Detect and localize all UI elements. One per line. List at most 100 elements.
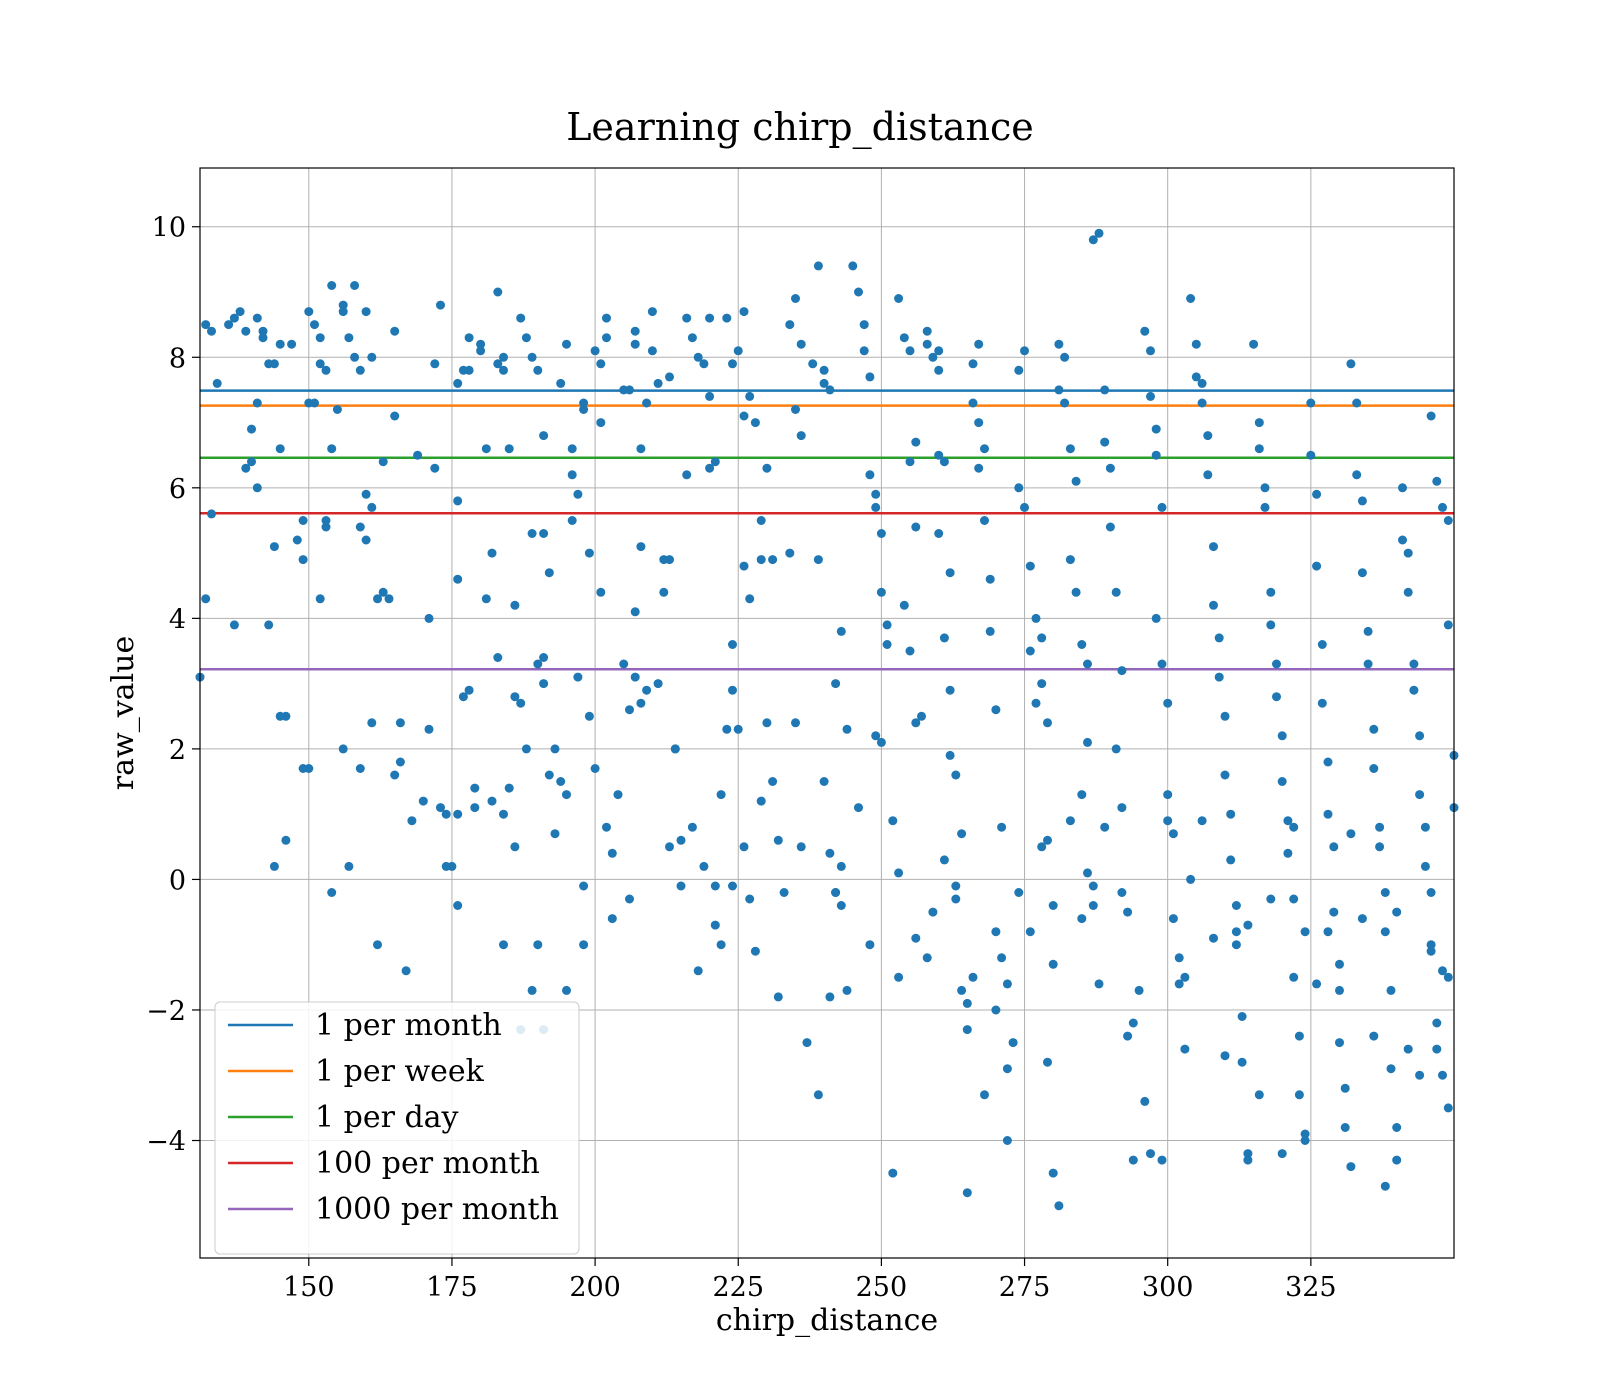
data-point <box>1100 385 1110 395</box>
data-point <box>1403 1044 1413 1054</box>
legend-label: 1 per week <box>315 1054 485 1089</box>
data-point <box>1186 874 1196 884</box>
data-point <box>636 698 646 708</box>
data-point <box>344 861 354 871</box>
data-point <box>539 653 549 662</box>
data-point <box>321 522 331 532</box>
data-point <box>1025 646 1035 656</box>
data-point <box>1134 985 1144 995</box>
data-point <box>355 365 365 375</box>
data-point <box>630 326 640 336</box>
data-point <box>1380 927 1390 937</box>
data-point <box>670 744 680 754</box>
data-point <box>350 281 360 290</box>
data-point <box>481 444 491 454</box>
data-point <box>705 463 715 473</box>
data-point <box>247 457 256 467</box>
data-point <box>630 672 640 682</box>
data-point <box>590 764 600 773</box>
data-point <box>579 405 589 414</box>
data-point <box>499 809 508 819</box>
data-point <box>229 620 239 630</box>
data-point <box>813 261 823 271</box>
data-point <box>453 574 463 584</box>
data-point <box>665 842 674 852</box>
data-point <box>1020 346 1029 356</box>
data-point <box>1140 1096 1150 1106</box>
data-point <box>338 744 348 754</box>
data-point <box>258 333 268 343</box>
x-tick-label: 275 <box>999 1272 1051 1303</box>
data-point <box>1157 502 1167 512</box>
data-point <box>756 555 766 565</box>
data-point <box>739 307 749 317</box>
data-point <box>1168 829 1178 839</box>
data-point <box>825 848 835 858</box>
data-point <box>1392 1155 1402 1165</box>
data-point <box>207 509 216 519</box>
data-point <box>951 770 961 780</box>
data-point <box>321 365 331 375</box>
data-point <box>596 359 606 369</box>
data-point <box>894 868 904 878</box>
data-point <box>1272 692 1281 702</box>
data-point <box>453 809 463 819</box>
data-point <box>1300 1129 1310 1139</box>
data-point <box>275 339 285 349</box>
data-point <box>687 333 697 343</box>
data-point <box>1008 1038 1018 1048</box>
data-point <box>819 378 829 388</box>
data-point <box>1060 352 1070 362</box>
data-point <box>796 842 806 852</box>
data-point <box>338 307 348 317</box>
data-point <box>607 914 617 924</box>
data-point <box>1214 672 1224 682</box>
data-point <box>676 835 686 845</box>
data-point <box>430 463 440 473</box>
data-point <box>1174 953 1184 963</box>
data-point <box>1168 914 1178 924</box>
data-point <box>1375 822 1385 832</box>
data-point <box>659 587 669 597</box>
data-point <box>395 718 405 728</box>
data-point <box>1083 868 1092 878</box>
data-point <box>1231 927 1241 937</box>
x-axis-ticks: 150 175 200 225 250 275 300 325 <box>283 1258 1337 1303</box>
data-point <box>1266 894 1276 904</box>
data-point <box>1060 398 1070 408</box>
data-point <box>287 339 297 349</box>
data-point <box>1409 685 1419 695</box>
data-point <box>1300 1136 1310 1145</box>
data-point <box>1037 842 1047 852</box>
data-point <box>258 326 268 336</box>
data-point <box>1077 914 1087 924</box>
data-point <box>934 529 944 538</box>
data-point <box>590 346 600 356</box>
data-point <box>602 822 611 832</box>
data-point <box>584 548 594 558</box>
data-point <box>1025 927 1035 937</box>
data-point <box>1220 770 1230 780</box>
data-point <box>493 287 503 297</box>
data-point <box>470 803 480 813</box>
data-point <box>430 359 440 369</box>
data-point <box>922 953 932 963</box>
data-point <box>1077 790 1087 800</box>
data-point <box>310 398 319 408</box>
data-point <box>1386 985 1396 995</box>
data-point <box>510 692 520 702</box>
data-point <box>625 385 634 395</box>
data-point <box>504 783 514 793</box>
data-point <box>344 333 354 343</box>
data-point <box>1123 907 1133 917</box>
data-point <box>934 365 944 375</box>
data-point <box>1426 940 1436 950</box>
data-point <box>1163 790 1173 800</box>
data-point <box>1254 444 1264 454</box>
data-point <box>1163 816 1173 826</box>
data-point <box>1329 842 1339 852</box>
data-point <box>917 711 926 721</box>
data-point <box>980 516 989 525</box>
data-point <box>1386 1064 1396 1074</box>
data-point <box>373 940 382 950</box>
